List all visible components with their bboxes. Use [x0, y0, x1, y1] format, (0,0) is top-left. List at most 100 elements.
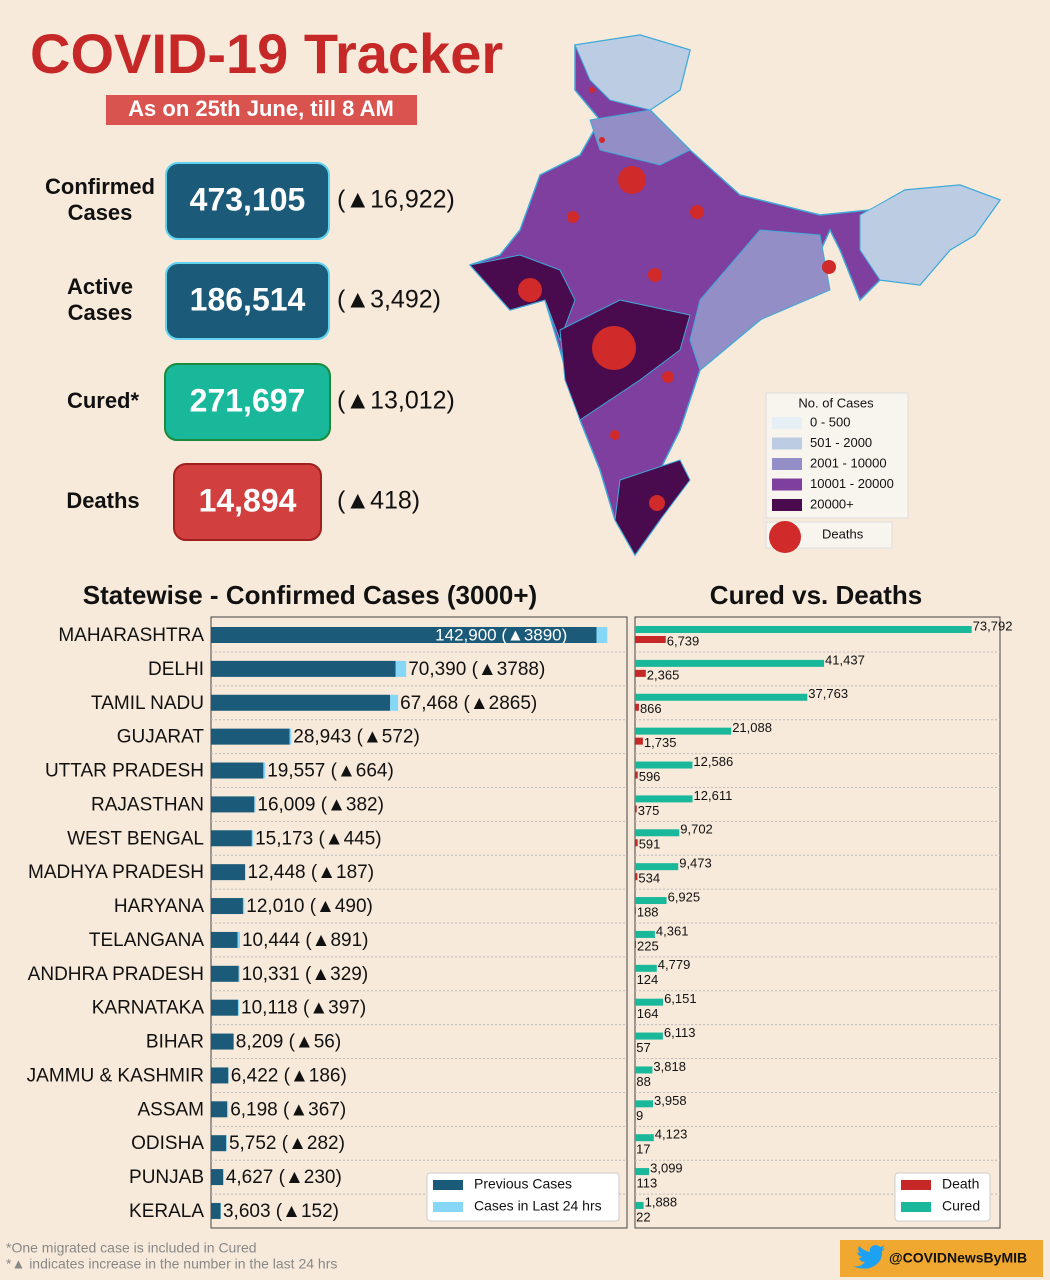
- data-label: 70,390 (▲3788): [408, 659, 545, 680]
- bar: [635, 930, 655, 938]
- bar: [635, 1066, 653, 1074]
- data-label: 866: [640, 701, 662, 716]
- bar: [635, 1134, 654, 1142]
- y-tick-label: KARNATAKA: [92, 998, 205, 1019]
- data-label: 124: [637, 972, 659, 987]
- stat-value: 271,697: [190, 382, 306, 418]
- twitter-icon: [852, 1245, 885, 1269]
- data-label: 4,627 (▲230): [226, 1167, 342, 1188]
- bar: [635, 805, 637, 813]
- deaths-legend-marker: [769, 521, 801, 553]
- bar-segment: [596, 627, 608, 643]
- bar-segment: [211, 1033, 234, 1050]
- map-legend-swatch: [772, 478, 802, 491]
- bar: [635, 873, 638, 881]
- bar-segment: [211, 898, 243, 915]
- stat-card: [165, 162, 330, 240]
- y-tick-label: HARYANA: [114, 896, 204, 917]
- bar: [635, 693, 808, 701]
- map-region: [689, 229, 831, 371]
- data-label: 2,365: [647, 667, 680, 682]
- data-label: 591: [639, 837, 661, 852]
- data-label: 1,888: [645, 1194, 678, 1209]
- stat-label: Deaths: [66, 488, 139, 513]
- bar-segment: [211, 627, 597, 643]
- bar: [635, 829, 680, 837]
- map-legend-title: No. of Cases: [798, 395, 874, 410]
- data-label: 225: [637, 938, 659, 953]
- bar-segment: [390, 694, 399, 711]
- map: [468, 34, 1002, 557]
- bar: [635, 897, 667, 905]
- legend-label: Death: [942, 1176, 979, 1192]
- bar-segment: [211, 762, 264, 779]
- bar-segment: [211, 830, 252, 847]
- bar-segment: [237, 931, 240, 948]
- legend-swatch: [901, 1180, 931, 1190]
- data-label: 12,586: [693, 754, 733, 769]
- bar-segment: [211, 1101, 228, 1118]
- data-label: 28,943 (▲572): [293, 727, 420, 748]
- legend-label: Cases in Last 24 hrs: [474, 1198, 602, 1214]
- bar: [635, 1201, 644, 1209]
- stat-change: (▲418): [337, 487, 420, 515]
- bar: [635, 1100, 654, 1108]
- bar-segment: [211, 1169, 224, 1186]
- bar-segment: [211, 999, 238, 1016]
- data-label: 375: [638, 803, 660, 818]
- bar: [635, 669, 646, 677]
- stat-value: 14,894: [199, 482, 297, 518]
- map-region: [859, 184, 1001, 286]
- y-tick-label: ODISHA: [131, 1133, 204, 1154]
- stat-card: [173, 463, 322, 541]
- bar-segment: [211, 1135, 227, 1152]
- bar-segment: [211, 728, 290, 745]
- legend-label: Previous Cases: [474, 1176, 572, 1192]
- bar: [635, 737, 643, 745]
- stat-change: (▲16,922): [337, 186, 455, 214]
- data-label: 12,448 (▲187): [248, 862, 375, 883]
- stat-label: Confirmed Cases: [45, 174, 155, 225]
- data-label: 12,611: [694, 788, 733, 803]
- map-legend-swatch: [772, 417, 802, 429]
- data-label: 22: [636, 1209, 650, 1224]
- y-tick-label: KERALA: [129, 1201, 204, 1222]
- y-tick-label: MADHYA PRADESH: [28, 862, 204, 883]
- bar: [635, 626, 972, 633]
- data-label: 4,123: [655, 1127, 688, 1142]
- bar: [635, 1032, 663, 1040]
- data-label: 188: [637, 904, 659, 919]
- data-label: 596: [639, 769, 661, 784]
- death-circles: [518, 87, 836, 511]
- bar-segment: [245, 864, 246, 881]
- bar: [635, 771, 638, 779]
- legend-box: [426, 1172, 620, 1222]
- data-label: 6,422 (▲186): [231, 1065, 347, 1086]
- data-label: 6,925: [668, 889, 701, 904]
- bar-segment: [211, 796, 255, 813]
- footnote: *One migrated case is included in Cured: [6, 1240, 257, 1256]
- bar: [635, 795, 693, 803]
- bar-segment: [211, 931, 238, 948]
- bar-segment: [211, 1067, 229, 1084]
- bar: [635, 907, 636, 915]
- legend-swatch: [901, 1202, 931, 1212]
- map-region: [589, 109, 691, 166]
- y-tick-label: WEST BENGAL: [67, 828, 204, 849]
- handle: @COVIDNewsByMIB: [889, 1250, 1027, 1266]
- data-label: 3,818: [653, 1059, 686, 1074]
- data-label: 10,118 (▲397): [241, 998, 366, 1019]
- y-tick-label: GUJARAT: [117, 727, 205, 748]
- data-label: 3,958: [654, 1093, 687, 1108]
- subtitle-box: [106, 95, 417, 125]
- legend-swatch: [433, 1202, 463, 1212]
- data-label: 67,468 (▲2865): [400, 693, 537, 714]
- data-label: 73,792: [973, 618, 1013, 633]
- chart-title: Cured vs. Deaths: [710, 580, 922, 610]
- data-label: 9: [636, 1108, 643, 1123]
- data-label: 164: [637, 1006, 659, 1021]
- bar: [635, 1008, 636, 1016]
- stat-label: Cured*: [67, 388, 140, 413]
- map-legend-swatch: [772, 437, 802, 450]
